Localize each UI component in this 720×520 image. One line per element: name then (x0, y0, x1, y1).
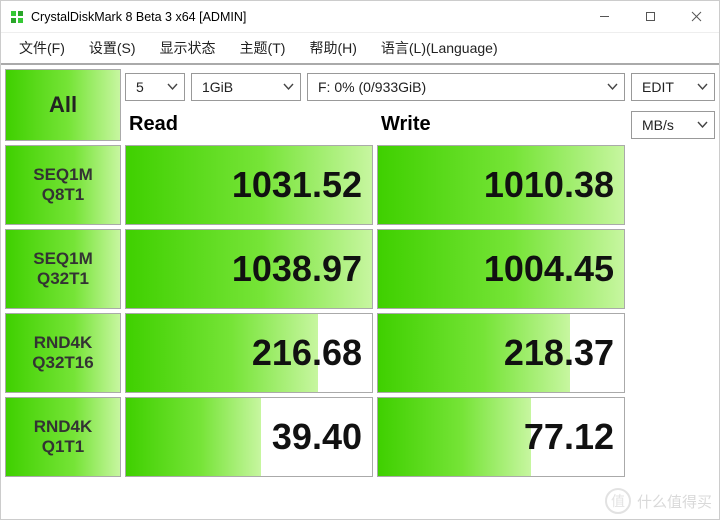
drive-value: F: 0% (0/933GiB) (318, 79, 426, 95)
chevron-down-icon (283, 79, 294, 95)
result-row: SEQ1M Q32T1 1038.97 1004.45 (5, 229, 715, 309)
chevron-down-icon (167, 79, 178, 95)
maximize-button[interactable] (627, 1, 673, 33)
result-row: RND4K Q1T1 39.40 77.12 (5, 397, 715, 477)
test-size-select[interactable]: 1GiB (191, 73, 301, 101)
config-row: 5 1GiB F: 0% (0/933GiB) EDIT (125, 69, 715, 103)
test-count-select[interactable]: 5 (125, 73, 185, 101)
menu-file[interactable]: 文件(F) (7, 34, 77, 62)
write-value: 77.12 (524, 416, 614, 458)
header-write: Write (377, 113, 625, 136)
write-value: 218.37 (504, 332, 614, 374)
read-value-cell: 216.68 (125, 313, 373, 393)
test-button[interactable]: SEQ1M Q32T1 (5, 229, 121, 309)
test-count-value: 5 (136, 79, 144, 95)
drive-select[interactable]: F: 0% (0/933GiB) (307, 73, 625, 101)
window-controls (581, 1, 719, 33)
read-value: 39.40 (272, 416, 362, 458)
write-value-cell: 1010.38 (377, 145, 625, 225)
write-value: 1004.45 (484, 248, 614, 290)
mode-select[interactable]: EDIT (631, 73, 715, 101)
test-size-value: 1GiB (202, 79, 233, 95)
run-all-button[interactable]: All (5, 69, 121, 141)
menu-settings[interactable]: 设置(S) (77, 34, 148, 62)
menu-language[interactable]: 语言(L)(Language) (369, 34, 510, 62)
result-row: RND4K Q32T16 216.68 218.37 (5, 313, 715, 393)
read-value: 1038.97 (232, 248, 362, 290)
test-label-line1: RND4K (34, 333, 93, 353)
test-label-line1: SEQ1M (33, 249, 93, 269)
mode-value: EDIT (642, 79, 674, 95)
minimize-button[interactable] (581, 1, 627, 33)
content-area: All 5 1GiB F: 0% (0/933GiB) (1, 65, 719, 519)
header-row: Read Write MB/s (125, 107, 715, 141)
test-label-line2: Q8T1 (42, 185, 85, 205)
read-value: 216.68 (252, 332, 362, 374)
chevron-down-icon (697, 117, 708, 133)
chevron-down-icon (697, 79, 708, 95)
menu-theme[interactable]: 主题(T) (228, 34, 298, 62)
menu-bar: 文件(F) 设置(S) 显示状态 主题(T) 帮助(H) 语言(L)(Langu… (1, 33, 719, 65)
menu-help[interactable]: 帮助(H) (297, 34, 368, 62)
write-value: 1010.38 (484, 164, 614, 206)
test-label-line1: SEQ1M (33, 165, 93, 185)
header-read: Read (125, 113, 373, 136)
read-value-cell: 1038.97 (125, 229, 373, 309)
unit-select[interactable]: MB/s (631, 111, 715, 139)
read-value: 1031.52 (232, 164, 362, 206)
test-button[interactable]: SEQ1M Q8T1 (5, 145, 121, 225)
unit-value: MB/s (642, 117, 674, 133)
write-value-cell: 1004.45 (377, 229, 625, 309)
title-bar: CrystalDiskMark 8 Beta 3 x64 [ADMIN] (1, 1, 719, 33)
write-value-cell: 218.37 (377, 313, 625, 393)
test-button[interactable]: RND4K Q32T16 (5, 313, 121, 393)
chevron-down-icon (607, 79, 618, 95)
test-label-line2: Q32T1 (37, 269, 89, 289)
app-window: CrystalDiskMark 8 Beta 3 x64 [ADMIN] 文件(… (0, 0, 720, 520)
test-label-line2: Q32T16 (32, 353, 93, 373)
result-row: SEQ1M Q8T1 1031.52 1010.38 (5, 145, 715, 225)
run-all-label: All (49, 92, 77, 118)
results-grid: SEQ1M Q8T1 1031.52 1010.38 SEQ1M Q32T1 1038… (5, 145, 715, 477)
close-button[interactable] (673, 1, 719, 33)
window-title: CrystalDiskMark 8 Beta 3 x64 [ADMIN] (31, 10, 246, 24)
write-value-cell: 77.12 (377, 397, 625, 477)
menu-viewstate[interactable]: 显示状态 (148, 34, 228, 62)
test-label-line2: Q1T1 (42, 437, 85, 457)
read-value-cell: 39.40 (125, 397, 373, 477)
test-label-line1: RND4K (34, 417, 93, 437)
read-value-cell: 1031.52 (125, 145, 373, 225)
app-icon (9, 9, 25, 25)
test-button[interactable]: RND4K Q1T1 (5, 397, 121, 477)
